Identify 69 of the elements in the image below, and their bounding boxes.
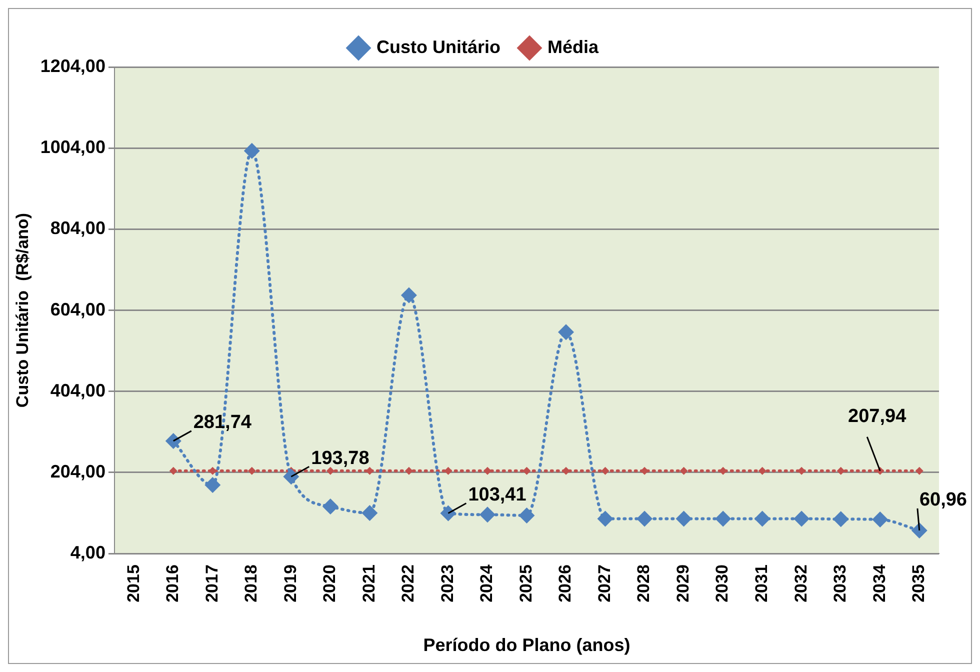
y-tick-label: 1204,00 xyxy=(40,56,106,76)
x-tick-label: 2023 xyxy=(438,564,457,602)
x-tick-label: 2033 xyxy=(830,564,850,602)
point xyxy=(832,511,849,528)
x-tick-label: 2035 xyxy=(909,564,928,602)
point xyxy=(362,505,378,522)
point xyxy=(636,510,653,527)
x-tick-label: 2030 xyxy=(712,564,732,602)
data-label: 193,78 xyxy=(311,448,370,469)
point xyxy=(322,498,338,515)
y-tick-label: 804,00 xyxy=(50,218,106,238)
point xyxy=(680,466,688,475)
point xyxy=(326,466,334,475)
x-tick-label: 2016 xyxy=(163,564,182,602)
x-tick-label: 2034 xyxy=(870,564,889,602)
point xyxy=(754,510,770,527)
legend-label: Média xyxy=(547,36,600,57)
point xyxy=(244,142,260,159)
x-tick-label: 2029 xyxy=(673,564,692,602)
x-tick-label: 2020 xyxy=(320,564,340,602)
data-label: 207,94 xyxy=(848,406,907,428)
point xyxy=(601,466,610,475)
point xyxy=(479,506,496,523)
point xyxy=(440,505,456,522)
x-tick-label: 2028 xyxy=(634,564,654,602)
y-tick-label: 404,00 xyxy=(50,380,106,400)
point xyxy=(676,510,692,527)
data-label: 60,96 xyxy=(919,490,967,511)
y-axis-title: Custo Unitário (R$/ano) xyxy=(12,213,32,408)
legend-label: Custo Unitário xyxy=(376,36,500,57)
point xyxy=(915,466,924,475)
point xyxy=(518,507,535,524)
x-tick-label: 2017 xyxy=(202,564,222,602)
x-tick-label: 2027 xyxy=(594,564,614,602)
point xyxy=(169,466,178,475)
point xyxy=(872,512,888,528)
point xyxy=(404,466,413,475)
point xyxy=(483,466,492,475)
point xyxy=(558,324,574,340)
x-tick-label: 2021 xyxy=(359,564,378,602)
point xyxy=(165,432,182,449)
y-tick-label: 4,00 xyxy=(70,542,106,563)
x-tick-label: 2019 xyxy=(280,564,300,602)
y-tick-label: 1004,00 xyxy=(40,137,106,158)
data-label: 103,41 xyxy=(468,484,527,506)
x-tick-label: 2015 xyxy=(124,564,143,602)
point xyxy=(597,510,614,527)
point xyxy=(444,466,452,475)
x-tick-label: 2018 xyxy=(242,564,261,602)
x-tick-label: 2022 xyxy=(398,564,418,602)
point xyxy=(248,466,256,475)
point xyxy=(283,468,300,485)
point xyxy=(911,522,928,538)
x-tick-label: 2026 xyxy=(556,564,575,602)
point xyxy=(758,466,766,475)
point xyxy=(836,466,845,475)
y-tick-label: 604,00 xyxy=(50,299,106,320)
x-tick-label: 2024 xyxy=(477,564,496,602)
point xyxy=(204,477,221,494)
point xyxy=(794,510,810,527)
x-axis-title: Período do Plano (anos) xyxy=(423,635,630,656)
y-tick-label: 204,00 xyxy=(50,461,106,482)
x-tick-label: 2025 xyxy=(516,564,536,602)
point xyxy=(400,287,417,304)
x-tick-label: 2031 xyxy=(752,564,771,602)
point xyxy=(715,510,732,527)
data-label: 281,74 xyxy=(193,412,252,434)
point xyxy=(522,466,531,475)
x-tick-label: 2032 xyxy=(791,564,810,602)
